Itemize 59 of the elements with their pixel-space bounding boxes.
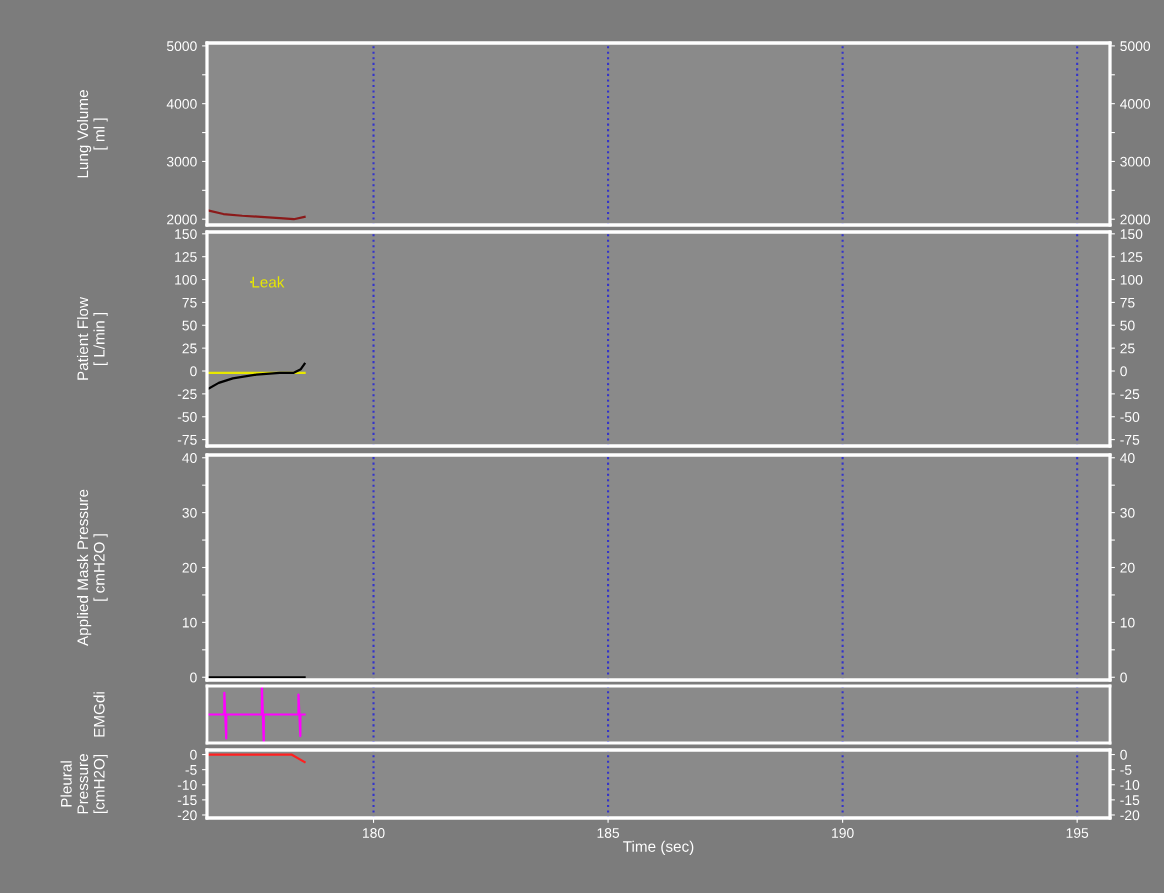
y-tick-label: -15 bbox=[177, 795, 197, 806]
y2-tick-label: -50 bbox=[1120, 412, 1140, 422]
y2-tick-label: -5 bbox=[1120, 765, 1132, 775]
x-axis-title: Time (sec) bbox=[623, 840, 694, 855]
y2-tick-label: 4000 bbox=[1120, 99, 1151, 109]
y-tick-label: 4000 bbox=[166, 99, 197, 109]
y2-tick-label: -20 bbox=[1120, 810, 1140, 821]
y-tick-label: 25 bbox=[182, 343, 197, 354]
y2-tick-label: 3000 bbox=[1120, 156, 1151, 167]
y-tick-label: 2000 bbox=[167, 214, 197, 225]
y-tick-label: 75 bbox=[182, 297, 197, 308]
y2-tick-label: -15 bbox=[1120, 795, 1140, 806]
y2-tick-label: -25 bbox=[1120, 389, 1140, 400]
y-axis-title: EMGdi bbox=[93, 692, 105, 737]
y2-tick-label: 20 bbox=[1120, 562, 1135, 573]
y2-tick-label: 50 bbox=[1120, 320, 1135, 331]
y-tick-label: 0 bbox=[190, 672, 197, 683]
y-tick-label: 40 bbox=[182, 453, 197, 463]
legend-label: Leak bbox=[252, 276, 285, 288]
y2-tick-label: 5000 bbox=[1120, 41, 1151, 52]
y2-tick-label: 10 bbox=[1120, 617, 1135, 628]
y-axis-title: Applied Mask Pressure [ cmH2O ] bbox=[76, 489, 108, 647]
y2-tick-label: 125 bbox=[1120, 252, 1143, 262]
y-tick-label: -75 bbox=[177, 435, 197, 445]
y2-tick-label: 75 bbox=[1120, 297, 1135, 308]
y2-tick-label: 30 bbox=[1120, 507, 1135, 518]
y-tick-label: -50 bbox=[177, 412, 197, 422]
x-tick-label: 190 bbox=[832, 828, 854, 838]
y-tick-label: 150 bbox=[175, 229, 197, 239]
y-tick-label: 10 bbox=[182, 617, 197, 628]
y-axis-title: Lung Volume [ ml ] bbox=[76, 90, 108, 178]
x-tick-label: 180 bbox=[363, 828, 385, 838]
y2-tick-label: 25 bbox=[1120, 343, 1135, 354]
x-tick-label: 185 bbox=[597, 828, 620, 838]
y2-tick-label: 0 bbox=[1120, 366, 1127, 377]
y-tick-label: 0 bbox=[190, 366, 197, 377]
y-axis-title: Patient Flow [ L/min ] bbox=[76, 296, 108, 380]
y2-tick-label: -10 bbox=[1120, 780, 1140, 790]
y-tick-label: -5 bbox=[185, 765, 197, 775]
y2-tick-label: 40 bbox=[1120, 453, 1135, 463]
y2-tick-label: 2000 bbox=[1120, 214, 1151, 225]
y2-tick-label: 0 bbox=[1120, 672, 1127, 683]
y2-tick-label: 0 bbox=[1120, 749, 1127, 760]
y-tick-label: 125 bbox=[175, 252, 197, 262]
y-tick-label: 5000 bbox=[166, 41, 197, 52]
y-tick-label: 20 bbox=[182, 562, 197, 573]
x-tick-label: 195 bbox=[1066, 828, 1089, 838]
y-tick-label: 50 bbox=[182, 320, 197, 331]
y2-tick-label: -75 bbox=[1120, 435, 1140, 445]
y-tick-label: -10 bbox=[177, 780, 197, 790]
y-tick-label: 0 bbox=[190, 749, 197, 760]
y2-tick-label: 150 bbox=[1120, 229, 1143, 239]
y-tick-label: 3000 bbox=[166, 156, 197, 167]
y-tick-label: -25 bbox=[177, 389, 197, 400]
y-tick-label: 100 bbox=[175, 274, 197, 285]
y2-tick-label: 100 bbox=[1120, 274, 1143, 285]
y-tick-label: 30 bbox=[182, 507, 197, 518]
y-tick-label: -20 bbox=[177, 810, 197, 821]
y-axis-title: Pleural Pressure [cmH2O] bbox=[60, 754, 108, 814]
